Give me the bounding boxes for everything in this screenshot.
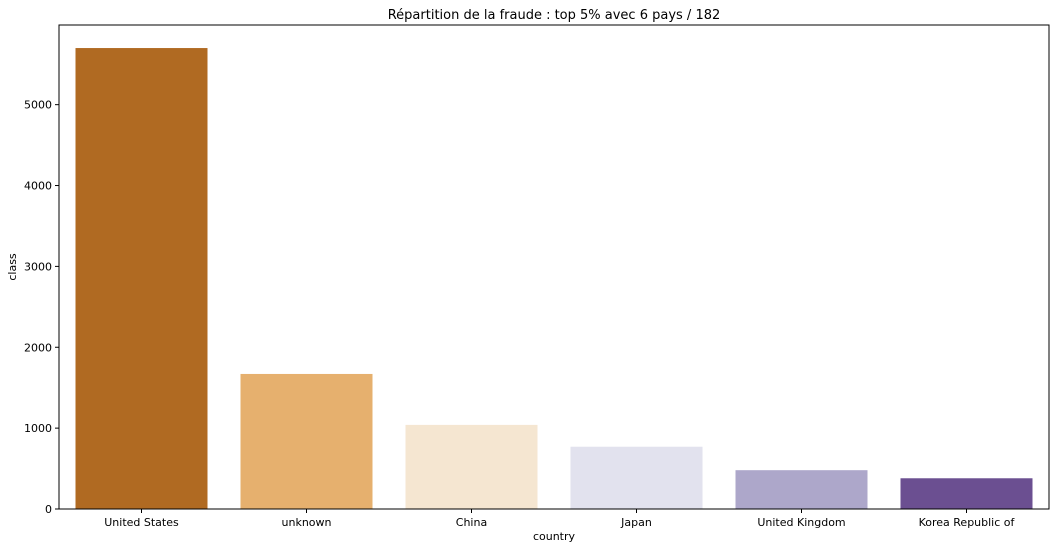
y-tick-label: 4000	[24, 180, 52, 193]
x-tick-label: United States	[104, 516, 179, 529]
bar-korea-republic-of	[900, 478, 1033, 509]
bar-united-kingdom	[735, 470, 868, 509]
y-tick-label: 2000	[24, 341, 52, 354]
y-axis-label: class	[6, 253, 19, 281]
y-tick-label: 3000	[24, 260, 52, 273]
bar-china	[405, 424, 538, 509]
x-axis-label: country	[533, 530, 576, 543]
bar-unknown	[240, 373, 373, 509]
bar-united-states	[75, 48, 208, 510]
y-tick-label: 1000	[24, 422, 52, 435]
y-axis: 0 1000 2000 3000 4000 5000	[24, 99, 59, 516]
plot-frame	[58, 24, 1050, 510]
x-tick-label: Japan	[620, 516, 652, 529]
x-axis: United States unknown China Japan United Kin…	[104, 509, 1016, 529]
chart-title: Répartition de la fraude : top 5% avec 6…	[388, 8, 721, 23]
x-tick-label: Korea Republic of	[919, 516, 1016, 529]
y-tick-label: 5000	[24, 99, 52, 112]
bar-japan	[570, 446, 703, 509]
bars-layer	[75, 48, 1033, 510]
x-tick-label: United Kingdom	[757, 516, 845, 529]
x-tick-label: unknown	[282, 516, 332, 529]
y-tick-label: 0	[45, 503, 52, 516]
x-tick-label: China	[456, 516, 487, 529]
